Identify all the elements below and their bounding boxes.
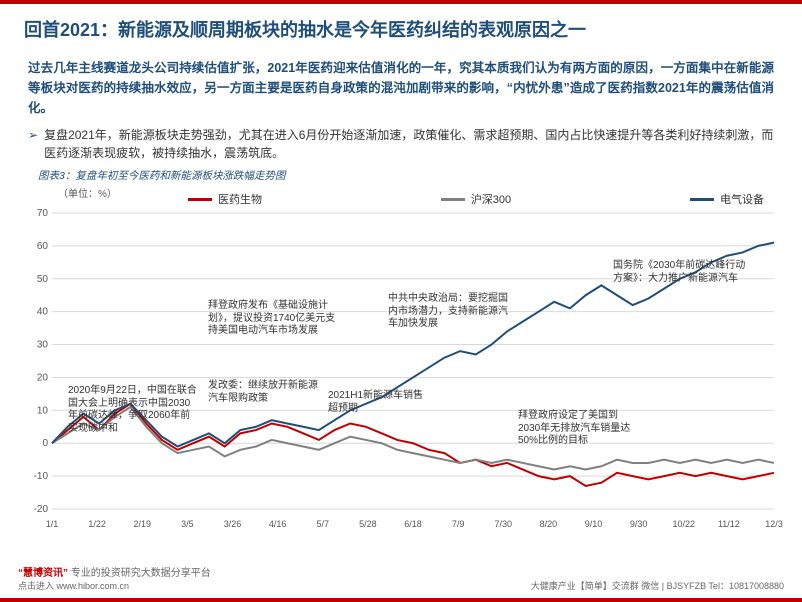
legend-item: 沪深300 xyxy=(441,191,511,207)
legend-swatch xyxy=(690,198,714,201)
svg-text:1/22: 1/22 xyxy=(88,519,106,529)
svg-text:50: 50 xyxy=(37,274,49,285)
svg-text:7/9: 7/9 xyxy=(452,519,465,529)
svg-text:8/20: 8/20 xyxy=(540,519,558,529)
legend-label: 沪深300 xyxy=(471,191,511,207)
svg-text:30: 30 xyxy=(37,340,49,351)
chart-area: （单位：%） 医药生物 沪深300 电气设备 -20 -10 0 10 20 30 40 50… xyxy=(18,185,784,555)
footer-sub: 点击进入 www.hibor.com.cn xyxy=(18,581,129,591)
svg-text:10/22: 10/22 xyxy=(672,519,695,529)
svg-text:-10: -10 xyxy=(34,471,49,482)
bullet-1: ➢ 复盘2021年，新能源板块走势强劲，尤其在进入6月份开始逐渐加速，政策催化、… xyxy=(0,122,802,162)
legend-swatch xyxy=(188,198,212,201)
svg-text:9/30: 9/30 xyxy=(630,519,648,529)
svg-text:6/18: 6/18 xyxy=(404,519,422,529)
legend-item: 医药生物 xyxy=(188,191,262,207)
legend: 医药生物 沪深300 电气设备 xyxy=(188,191,764,207)
svg-text:5/28: 5/28 xyxy=(359,519,377,529)
svg-text:5/7: 5/7 xyxy=(316,519,329,529)
svg-text:1/1: 1/1 xyxy=(46,519,59,529)
title-bar: 回首2021：新能源及顺周期板块的抽水是今年医药纠结的表观原因之一 xyxy=(0,4,802,50)
footer: “慧博资讯” 专业的投资研究大数据分享平台 点击进入 www.hibor.com… xyxy=(18,564,784,592)
svg-text:2/19: 2/19 xyxy=(133,519,151,529)
footer-brand: “慧博资讯” xyxy=(18,568,68,579)
bullet-arrow-icon: ➢ xyxy=(28,126,38,162)
page-title: 回首2021：新能源及顺周期板块的抽水是今年医药纠结的表观原因之一 xyxy=(24,16,778,42)
svg-text:10: 10 xyxy=(37,405,49,416)
svg-text:9/10: 9/10 xyxy=(585,519,603,529)
svg-text:40: 40 xyxy=(37,307,49,318)
svg-text:-20: -20 xyxy=(34,504,49,515)
line-chart: -20 -10 0 10 20 30 40 50 60 70 1/1 1/22 2/19 3/5 3/26 4… xyxy=(18,207,784,537)
svg-text:7/30: 7/30 xyxy=(494,519,512,529)
legend-label: 医药生物 xyxy=(218,191,262,207)
svg-text:3/26: 3/26 xyxy=(224,519,242,529)
svg-text:11/12: 11/12 xyxy=(718,519,740,529)
svg-text:20: 20 xyxy=(37,372,49,383)
svg-text:12/3: 12/3 xyxy=(765,519,783,529)
footer-left: “慧博资讯” 专业的投资研究大数据分享平台 点击进入 www.hibor.com… xyxy=(18,564,211,592)
svg-text:0: 0 xyxy=(42,438,48,449)
svg-text:4/16: 4/16 xyxy=(269,519,287,529)
svg-text:70: 70 xyxy=(37,208,49,219)
unit-label: （单位：%） xyxy=(58,185,117,200)
footer-slogan: 专业的投资研究大数据分享平台 xyxy=(71,568,211,579)
intro-paragraph: 过去几年主线赛道龙头公司持续估值扩张，2021年医药迎来估值消化的一年，究其本质… xyxy=(0,50,802,122)
svg-text:3/5: 3/5 xyxy=(181,519,194,529)
slide: 回首2021：新能源及顺周期板块的抽水是今年医药纠结的表观原因之一 过去几年主线… xyxy=(0,0,802,602)
bullet-text: 复盘2021年，新能源板块走势强劲，尤其在进入6月份开始逐渐加速，政策催化、需求… xyxy=(44,126,774,162)
legend-item: 电气设备 xyxy=(690,191,764,207)
legend-label: 电气设备 xyxy=(720,191,764,207)
legend-swatch xyxy=(441,198,465,201)
footer-right: 大健康产业【简单】交流群 微信 | BJSYFZB Tel：1081700888… xyxy=(531,579,784,592)
chart-caption: 图表3：复盘年初至今医药和新能源板块涨跌幅走势图 xyxy=(0,162,802,185)
svg-text:60: 60 xyxy=(37,241,49,252)
